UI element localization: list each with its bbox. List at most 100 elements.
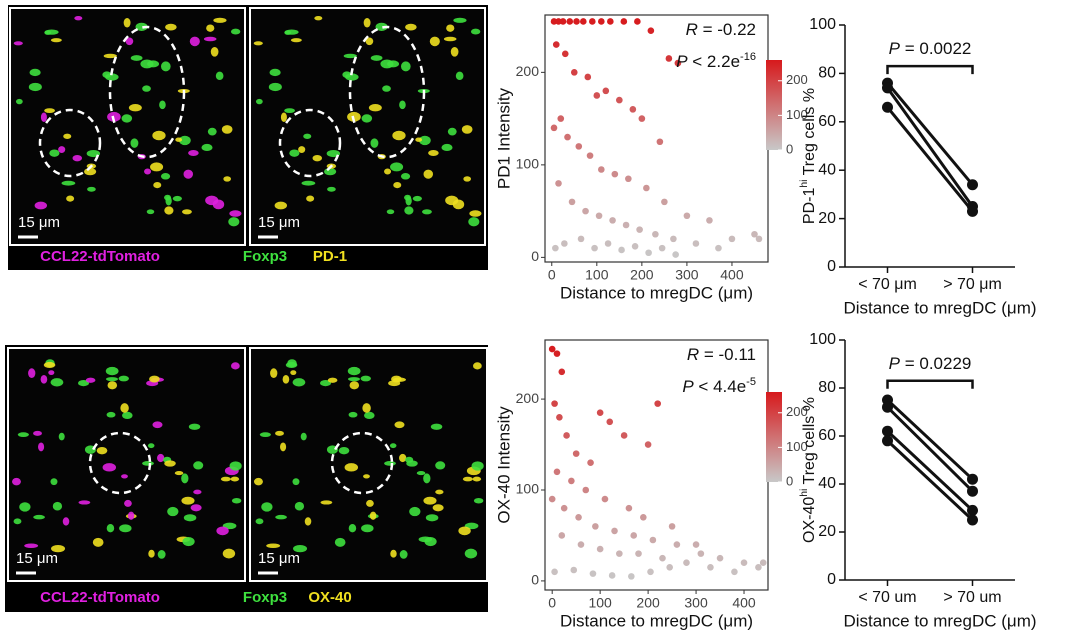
cell — [193, 489, 202, 495]
point — [967, 473, 978, 485]
cell — [152, 130, 166, 141]
cell — [334, 537, 346, 547]
point — [882, 425, 893, 437]
cell — [462, 476, 473, 482]
cell — [228, 217, 240, 227]
point — [882, 401, 893, 413]
cell — [12, 477, 21, 486]
cell — [74, 15, 83, 21]
point — [553, 350, 561, 357]
cell — [269, 68, 281, 77]
point — [692, 541, 700, 548]
cell — [40, 112, 47, 123]
x-tick-label: 400 — [732, 595, 756, 611]
point — [674, 59, 682, 67]
cell — [13, 41, 23, 46]
legend-entry: CCL22-tdTomato — [40, 589, 160, 606]
point — [579, 18, 587, 25]
cell — [157, 453, 165, 463]
cell — [178, 135, 191, 146]
point — [598, 18, 605, 25]
cell — [210, 46, 219, 57]
point — [608, 572, 616, 579]
cell — [157, 550, 166, 559]
point — [751, 230, 758, 238]
x-tick-label: > 70 μm — [943, 276, 1002, 293]
y-axis-label: PD-1hi Treg cells % — [799, 88, 818, 224]
cell — [314, 15, 323, 21]
x-tick-label: 300 — [675, 267, 699, 283]
point — [551, 568, 558, 576]
cell — [447, 127, 457, 136]
point — [598, 166, 605, 173]
pair-line — [886, 82, 974, 186]
point — [591, 244, 598, 252]
cell — [393, 181, 402, 189]
cell — [446, 24, 455, 32]
cell — [142, 85, 151, 92]
text-part: Treg cells % — [801, 397, 818, 489]
cell — [284, 108, 295, 114]
x-tick-label: > 70 um — [943, 589, 1001, 606]
pair-line — [886, 406, 974, 493]
cell — [61, 180, 76, 186]
y-tick-label: 0 — [827, 258, 836, 275]
cell — [159, 100, 166, 110]
point — [568, 198, 576, 206]
legend-entry: Foxp3 — [243, 589, 287, 606]
cell — [124, 499, 132, 507]
micrograph — [249, 7, 486, 246]
y-tick-label: 80 — [818, 379, 836, 396]
x-tick-label: 100 — [585, 267, 609, 283]
cell — [146, 209, 155, 215]
cell — [303, 133, 312, 139]
cell — [78, 380, 90, 387]
cell — [290, 370, 297, 376]
cell — [290, 38, 302, 43]
point — [666, 563, 673, 571]
cell — [304, 517, 312, 526]
cell — [121, 474, 128, 479]
point — [559, 18, 567, 25]
cell — [365, 37, 374, 46]
legend-entry: Foxp3 — [243, 248, 287, 265]
point — [716, 554, 724, 562]
text-part: = 0.0022 — [900, 40, 971, 59]
point — [558, 532, 566, 539]
cell — [193, 461, 204, 470]
point — [564, 133, 571, 141]
cell — [453, 17, 467, 23]
cell — [229, 461, 242, 471]
point — [548, 345, 556, 353]
point — [584, 73, 592, 81]
cell — [435, 489, 444, 495]
point — [643, 184, 650, 192]
cell — [29, 68, 41, 77]
cell — [19, 502, 31, 512]
region-circle — [278, 108, 342, 178]
cell — [369, 511, 377, 520]
cell — [152, 421, 163, 429]
cell — [455, 71, 464, 81]
cell — [72, 154, 82, 162]
cell — [423, 169, 434, 179]
point — [568, 477, 575, 485]
cell — [394, 421, 405, 429]
cell — [320, 380, 332, 387]
cell — [361, 114, 373, 123]
cell — [268, 82, 282, 92]
point — [692, 240, 700, 247]
point — [593, 92, 601, 99]
point — [548, 495, 556, 503]
cell — [220, 476, 231, 482]
cell — [34, 201, 48, 210]
cell — [274, 201, 288, 210]
cell — [92, 537, 104, 547]
cell — [44, 30, 52, 35]
cell — [348, 411, 358, 418]
point — [575, 143, 583, 150]
point — [967, 485, 978, 497]
point — [628, 573, 635, 580]
point — [561, 240, 568, 247]
cell — [223, 176, 232, 182]
